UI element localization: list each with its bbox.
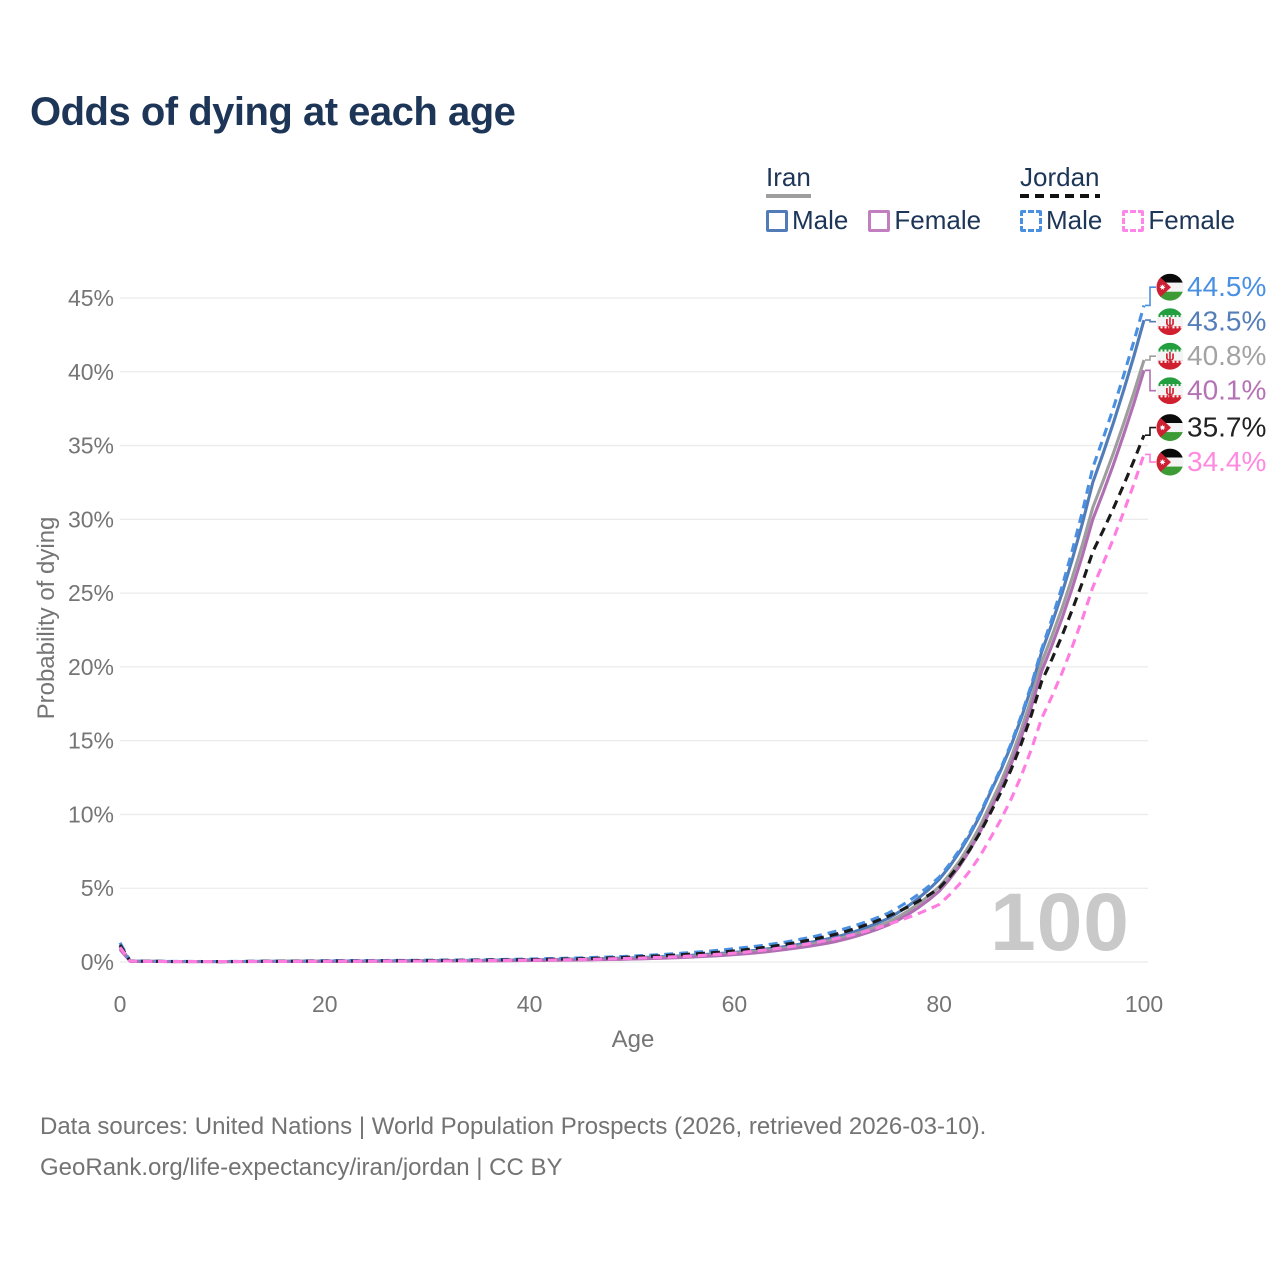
x-tick-label: 0 — [114, 991, 127, 1017]
svg-text:ψ: ψ — [1165, 384, 1174, 398]
iran-flag-icon: ψ — [1156, 377, 1184, 405]
legend-item-iran-male[interactable]: Male — [766, 205, 848, 236]
legend-item-label: Female — [1148, 205, 1236, 235]
end-label-value: 44.5% — [1187, 271, 1266, 302]
legend-item-jordan-female[interactable]: Female — [1122, 205, 1235, 236]
jordan-line-style-swatch — [1020, 194, 1100, 198]
y-tick-label: 25% — [68, 580, 114, 606]
y-tick-label: 30% — [68, 506, 114, 532]
page-title: Odds of dying at each age — [30, 90, 516, 134]
series-line-jordan-male[interactable] — [118, 304, 1146, 964]
end-label-iran-male: ψ 43.5% — [1145, 306, 1266, 337]
x-tick-label: 40 — [517, 991, 543, 1017]
y-tick-label: 5% — [81, 875, 114, 901]
y-tick-label: 40% — [68, 359, 114, 385]
end-label-connector — [1145, 453, 1156, 463]
legend-item-label: Male — [1046, 205, 1103, 235]
series-line-jordan-female[interactable] — [118, 453, 1146, 964]
jordan-female-checkbox[interactable] — [1122, 209, 1145, 232]
svg-text:ψ: ψ — [1165, 349, 1174, 363]
y-tick-label: 35% — [68, 433, 114, 459]
x-tick-label: 60 — [722, 991, 748, 1017]
series-line-iran-female[interactable] — [118, 369, 1146, 964]
iran-line-style-swatch — [766, 194, 811, 198]
y-tick-label: 15% — [68, 728, 114, 754]
y-tick-label: 10% — [68, 801, 114, 827]
legend-item-label: Male — [792, 205, 849, 235]
legend-country-label: Jordan — [1020, 162, 1100, 192]
end-label-iran-female: ψ 40.1% — [1145, 369, 1266, 406]
y-tick-label: 20% — [68, 654, 114, 680]
series-line-iran-total[interactable] — [118, 359, 1146, 964]
legend-country-jordan: Jordan — [1020, 163, 1100, 198]
end-label-value: 35.7% — [1187, 412, 1266, 443]
jordan-male-checkbox[interactable] — [1020, 209, 1042, 232]
svg-text:ψ: ψ — [1165, 315, 1174, 329]
legend-item-jordan-male[interactable]: Male — [1020, 205, 1102, 236]
end-label-value: 40.8% — [1187, 340, 1266, 371]
end-label-value: 43.5% — [1187, 306, 1266, 337]
y-tick-label: 45% — [68, 285, 114, 311]
x-tick-label: 80 — [926, 991, 952, 1017]
end-label-value: 40.1% — [1187, 375, 1266, 406]
jordan-flag-icon — [1156, 448, 1184, 476]
end-label-connector — [1145, 355, 1156, 361]
iran-flag-icon: ψ — [1156, 308, 1184, 336]
end-label-connector — [1145, 319, 1156, 323]
end-label-jordan-female: 34.4% — [1145, 446, 1266, 477]
legend-group-iran: Iran Male Female — [766, 163, 981, 236]
iran-female-checkbox[interactable] — [868, 209, 891, 232]
legend-country-iran: Iran — [766, 163, 811, 198]
y-tick-label: 0% — [81, 949, 114, 975]
end-label-value: 34.4% — [1187, 446, 1266, 477]
legend-item-label: Female — [894, 205, 982, 235]
legend-item-iran-female[interactable]: Female — [868, 205, 981, 236]
data-sources-line: Data sources: United Nations | World Pop… — [40, 1113, 987, 1140]
iran-male-checkbox[interactable] — [766, 209, 788, 232]
series-line-iran-male[interactable] — [118, 319, 1146, 964]
legend-group-jordan: Jordan Male Female — [1020, 163, 1235, 236]
x-tick-label: 100 — [1125, 991, 1163, 1017]
y-axis-title: Probability of dying — [33, 516, 60, 720]
age-watermark: 100 — [990, 877, 1130, 968]
legend: Iran Male Female Jordan Male — [0, 163, 1280, 243]
end-label-connector — [1145, 286, 1156, 307]
jordan-flag-icon — [1156, 273, 1184, 301]
footer: Data sources: United Nations | World Pop… — [40, 1106, 986, 1188]
odds-of-dying-chart: 0% 5% 10% 15% 20% 25% 30% 35% 40% 45% 0 20 40 60 80 100… — [68, 271, 1266, 1017]
iran-flag-icon: ψ — [1156, 342, 1184, 370]
end-label-iran-total: ψ 40.8% — [1145, 340, 1266, 371]
x-tick-label: 20 — [312, 991, 338, 1017]
end-label-connector — [1145, 369, 1156, 392]
end-label-connector — [1145, 426, 1156, 436]
legend-country-label: Iran — [766, 162, 811, 192]
attribution-line: GeoRank.org/life-expectancy/iran/jordan … — [40, 1154, 563, 1181]
end-label-jordan-total: 35.7% — [1145, 412, 1266, 443]
end-label-jordan-male: 44.5% — [1145, 271, 1266, 307]
jordan-flag-icon — [1156, 414, 1184, 442]
x-axis-title: Age — [611, 1026, 655, 1053]
